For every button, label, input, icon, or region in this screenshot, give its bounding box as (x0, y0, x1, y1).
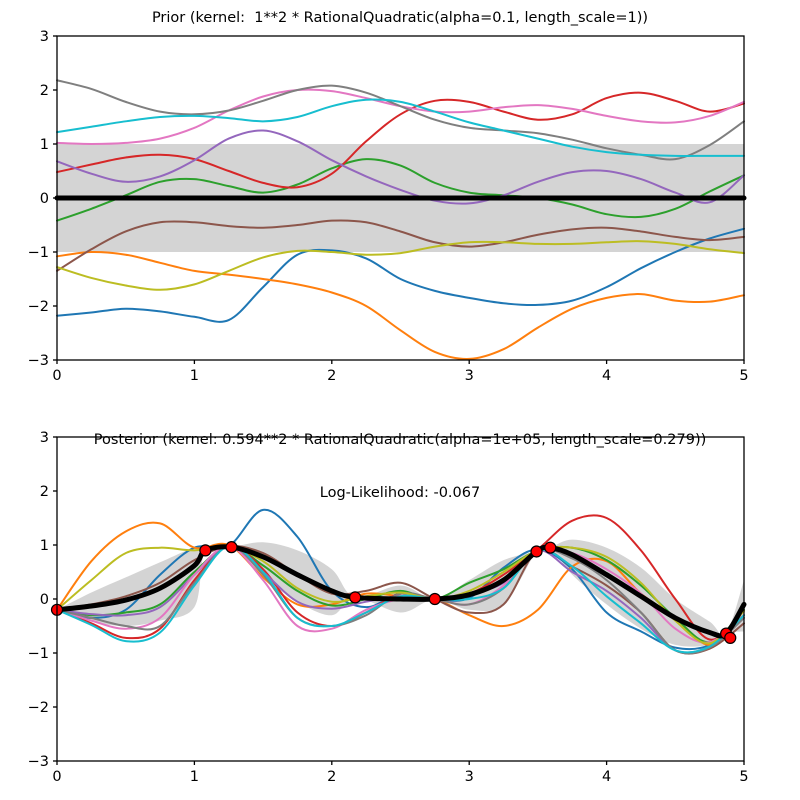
sample-paths-group (56, 508, 745, 655)
y-tick-label: 0 (40, 592, 49, 608)
y-tick-label: −1 (28, 646, 49, 662)
sample-path-sample-8 (56, 79, 745, 161)
x-tick-label: 3 (465, 368, 474, 384)
sample-path-sample-2 (56, 250, 745, 360)
x-tick-label: 4 (602, 368, 611, 384)
ticks-group: 0 1 2 3 4 5 −3 −2 −1 0 1 2 3 (28, 430, 749, 785)
y-tick-label: 1 (40, 137, 49, 153)
posterior-title: Posterior (kernel: 0.594**2 * RationalQu… (0, 397, 800, 539)
y-tick-label: −2 (28, 299, 49, 315)
x-tick-label: 2 (327, 769, 336, 785)
prior-panel: Prior (kernel: 1**2 * RationalQuadratic(… (0, 0, 800, 395)
observation-point[interactable] (349, 591, 362, 604)
sample-path-sample-4 (56, 91, 745, 189)
posterior-chart: 0 1 2 3 4 5 −3 −2 −1 0 1 2 3 (28, 430, 749, 785)
sample-path-sample-5 (56, 129, 745, 205)
ticks-group: 0 1 2 3 4 5 −3 −2 −1 0 1 2 3 (28, 29, 749, 384)
sample-path-sample-3 (56, 545, 745, 644)
x-tick-label: 5 (739, 368, 748, 384)
x-tick-label: 1 (190, 368, 199, 384)
x-tick-label: 1 (190, 769, 199, 785)
observation-point[interactable] (199, 544, 212, 557)
posterior-title-line2: Log-Likelihood: -0.067 (319, 485, 481, 502)
sample-path-sample-10 (56, 98, 745, 157)
observation-point[interactable] (724, 631, 737, 644)
sample-path-sample-10 (56, 545, 745, 654)
x-tick-label: 5 (739, 769, 748, 785)
observation-point[interactable] (428, 592, 441, 606)
x-tick-label: 0 (52, 769, 61, 785)
x-tick-label: 4 (602, 769, 611, 785)
sample-path-sample-9 (56, 544, 745, 645)
y-tick-label: −1 (28, 245, 49, 261)
sample-path-sample-6 (56, 219, 745, 272)
y-tick-label: 3 (40, 29, 49, 45)
sample-path-sample-8 (56, 545, 745, 655)
prior-chart: 0 1 2 3 4 5 −3 −2 −1 0 1 2 3 (28, 29, 749, 384)
y-tick-label: 2 (40, 83, 49, 99)
x-tick-label: 2 (327, 368, 336, 384)
y-tick-label: −3 (28, 754, 49, 770)
posterior-panel: Posterior (kernel: 0.594**2 * RationalQu… (0, 395, 800, 800)
observation-point[interactable] (544, 541, 557, 554)
y-tick-label: −3 (28, 353, 49, 369)
y-tick-label: −2 (28, 700, 49, 716)
y-tick-label: 1 (40, 538, 49, 554)
sample-paths-group (56, 79, 745, 360)
posterior-title-line1: Posterior (kernel: 0.594**2 * RationalQu… (93, 432, 707, 449)
sample-path-sample-1 (56, 227, 745, 323)
y-tick-label: 2 (40, 484, 49, 500)
sample-path-sample-3 (56, 158, 745, 222)
x-tick-label: 0 (52, 368, 61, 384)
y-tick-label: 3 (40, 430, 49, 446)
observation-point[interactable] (530, 545, 543, 558)
observations-group (50, 541, 737, 644)
mean-path (54, 544, 747, 639)
x-tick-label: 3 (465, 769, 474, 785)
sample-path-sample-9 (56, 240, 745, 291)
y-tick-label: 0 (40, 191, 49, 207)
observation-point[interactable] (225, 541, 238, 554)
prior-title: Prior (kernel: 1**2 * RationalQuadratic(… (151, 10, 649, 26)
